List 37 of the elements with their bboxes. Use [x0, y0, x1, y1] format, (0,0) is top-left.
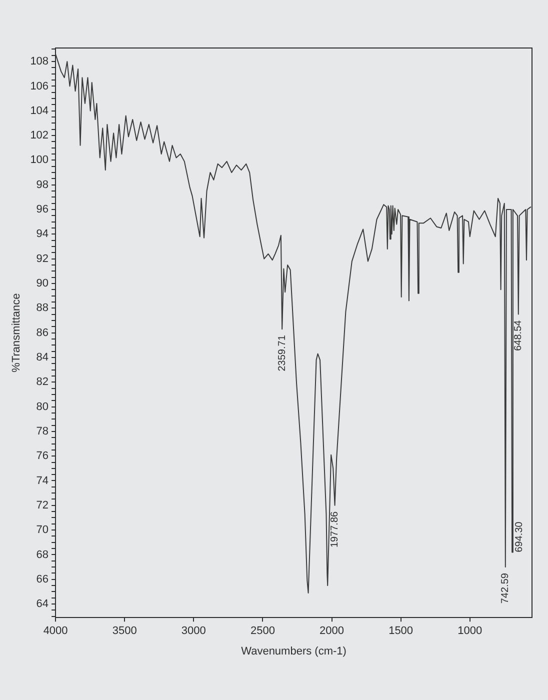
annotation: 1977.86 — [330, 510, 341, 548]
y-tick-label: 68 — [36, 548, 49, 561]
y-tick-label: 90 — [36, 278, 49, 290]
y-tick-label: 72 — [36, 499, 49, 512]
y-tick-label: 106 — [30, 80, 49, 92]
x-tick-label: 2500 — [250, 625, 275, 638]
x-tick-label: 1500 — [388, 625, 414, 638]
y-tick-label: 66 — [36, 573, 49, 586]
y-tick-label: 96 — [36, 204, 49, 216]
x-tick-label: 3000 — [181, 625, 206, 638]
annotation: 742.59 — [500, 572, 512, 604]
y-tick-label: 76 — [36, 450, 49, 462]
x-tick-label: 2000 — [320, 625, 344, 638]
x-tick-label: 4000 — [43, 625, 68, 638]
y-tick-label: 98 — [36, 178, 49, 191]
y-tick-label: 108 — [30, 56, 49, 68]
y-tick-label: 80 — [36, 400, 49, 413]
y-tick-label: 102 — [30, 130, 49, 142]
y-tick-label: 100 — [30, 154, 49, 166]
annotation: 2359.71 — [276, 334, 288, 372]
x-axis-title: Wavenumbers (cm-1) — [241, 645, 346, 658]
y-tick-label: 82 — [36, 376, 49, 388]
y-tick-label: 92 — [36, 252, 49, 265]
y-tick-label: 64 — [36, 598, 49, 610]
y-tick-label: 78 — [36, 425, 49, 438]
y-tick-label: 74 — [36, 474, 49, 487]
y-tick-label: 94 — [36, 228, 49, 240]
annotation: 694.30 — [514, 521, 525, 552]
y-axis-title: %Transmittance — [10, 293, 23, 372]
annotation: 648.54 — [513, 320, 524, 351]
y-tick-label: 88 — [36, 302, 49, 314]
x-tick-label: 3500 — [112, 625, 137, 638]
y-tick-label: 84 — [36, 351, 49, 364]
x-tick-label: 1000 — [458, 625, 482, 638]
y-tick-label: 104 — [30, 104, 49, 117]
y-tick-label: 86 — [36, 326, 49, 339]
y-tick-label: 70 — [36, 524, 49, 536]
